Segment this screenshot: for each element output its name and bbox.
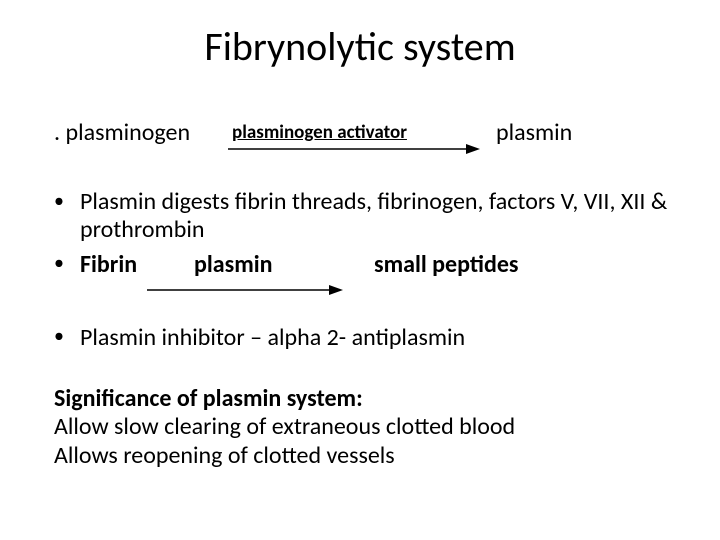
fibrin-product: small peptides <box>374 250 519 279</box>
bullet-item: • Plasmin digests fibrin threads, fibrin… <box>54 188 668 245</box>
reaction-arrow-icon <box>228 144 480 154</box>
reaction-product: plasmin <box>496 118 572 147</box>
reaction-substrate: . plasminogen <box>54 118 190 147</box>
fibrin-reaction-row: • Fibrin plasmin small peptides <box>54 250 668 280</box>
bullet-text: Plasmin inhibitor – alpha 2- antiplasmin <box>80 323 668 352</box>
inhibitor-row: • Plasmin inhibitor – alpha 2- antiplasm… <box>54 323 668 352</box>
fibrin-arrow-icon <box>147 285 343 295</box>
bullet-icon: • <box>54 323 80 352</box>
bullet-icon: • <box>54 250 64 277</box>
slide-title: Fibrynolytic system <box>0 22 720 71</box>
bullet-text: Plasmin digests fibrin threads, fibrinog… <box>80 188 668 245</box>
significance-heading: Significance of plasmin system: <box>54 385 668 413</box>
fibrin-enzyme: plasmin <box>194 250 273 279</box>
reaction-enzyme-label: plasminogen activator <box>232 121 407 144</box>
body-text: • Plasmin digests fibrin threads, fibrin… <box>54 188 668 249</box>
fibrin-substrate: Fibrin <box>80 250 137 279</box>
bullet-icon: • <box>54 188 80 215</box>
slide: Fibrynolytic system . plasminogen plasmi… <box>0 0 720 540</box>
significance-block: Significance of plasmin system: Allow sl… <box>54 385 668 470</box>
reaction-row: . plasminogen plasminogen activator plas… <box>54 118 666 162</box>
significance-line: Allow slow clearing of extraneous clotte… <box>54 413 668 441</box>
significance-line: Allows reopening of clotted vessels <box>54 442 668 470</box>
